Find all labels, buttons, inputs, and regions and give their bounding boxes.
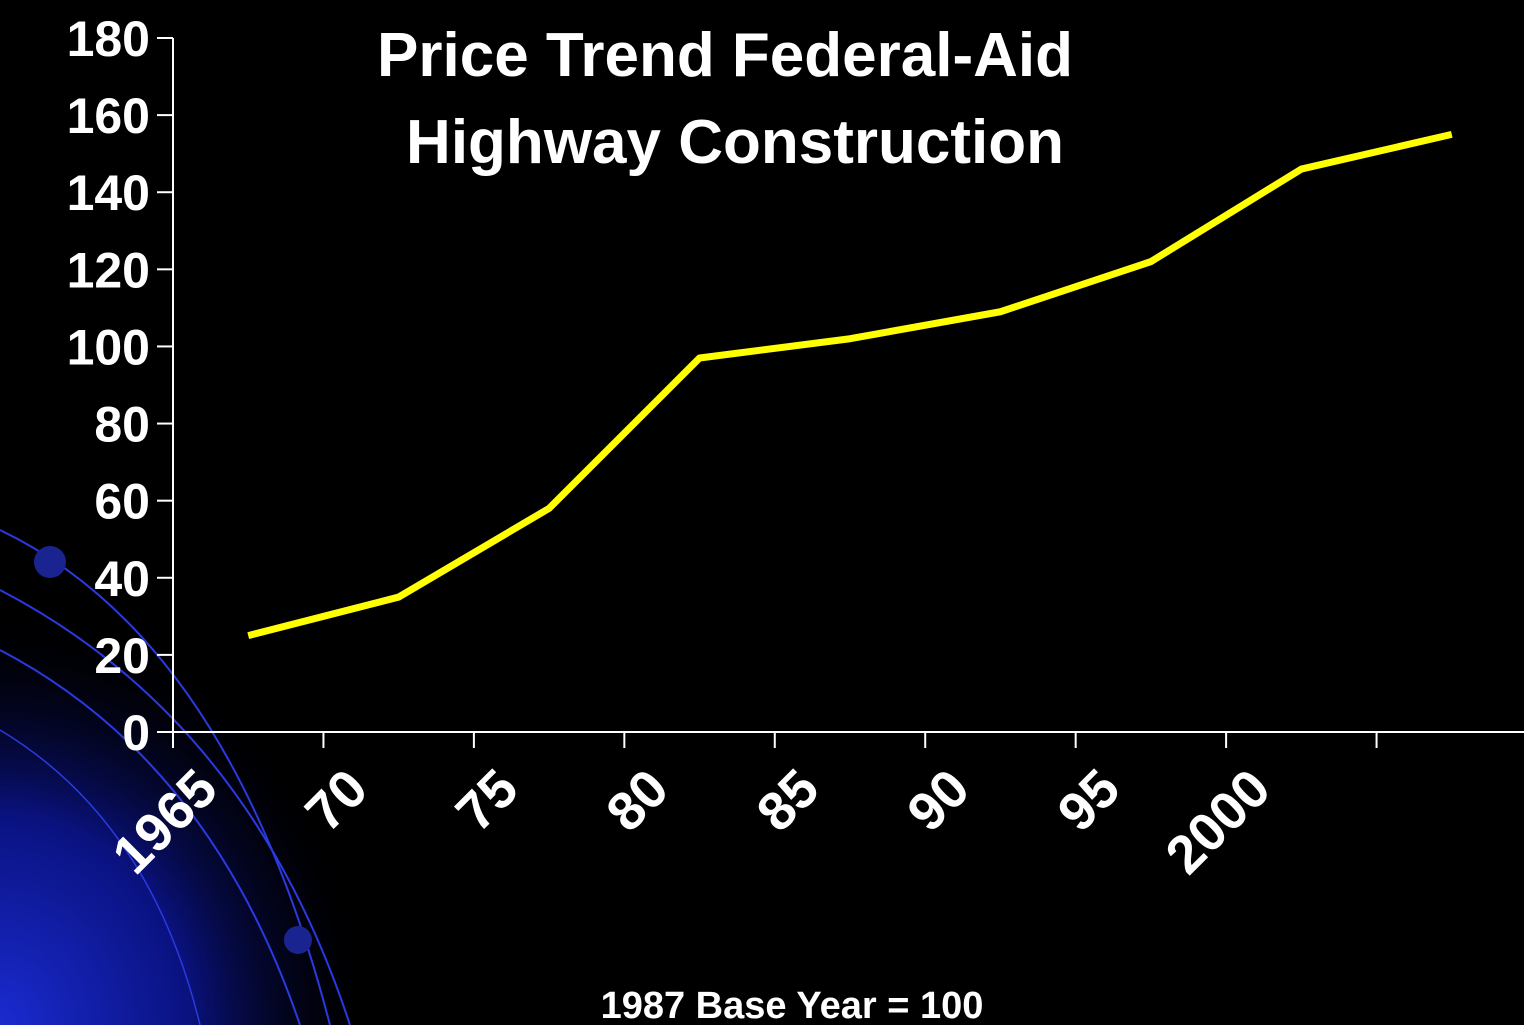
y-tick-label: 180 (67, 11, 150, 67)
y-tick-label: 120 (67, 242, 150, 298)
decoration (0, 529, 420, 1025)
y-tick-label: 80 (94, 397, 150, 453)
y-tick-label: 160 (67, 88, 150, 144)
y-tick-label: 0 (122, 705, 150, 761)
y-tick-label: 40 (94, 551, 150, 607)
y-tick-label: 20 (94, 628, 150, 684)
y-tick-label: 140 (67, 165, 150, 221)
chart-title: Highway Construction (406, 108, 1064, 177)
y-tick-label: 60 (94, 474, 150, 530)
chart-title: Price Trend Federal-Aid (377, 21, 1073, 90)
y-tick-label: 100 (67, 319, 150, 375)
x-axis-label: 1987 Base Year = 100 (601, 985, 984, 1025)
data-line (247, 130, 1453, 640)
